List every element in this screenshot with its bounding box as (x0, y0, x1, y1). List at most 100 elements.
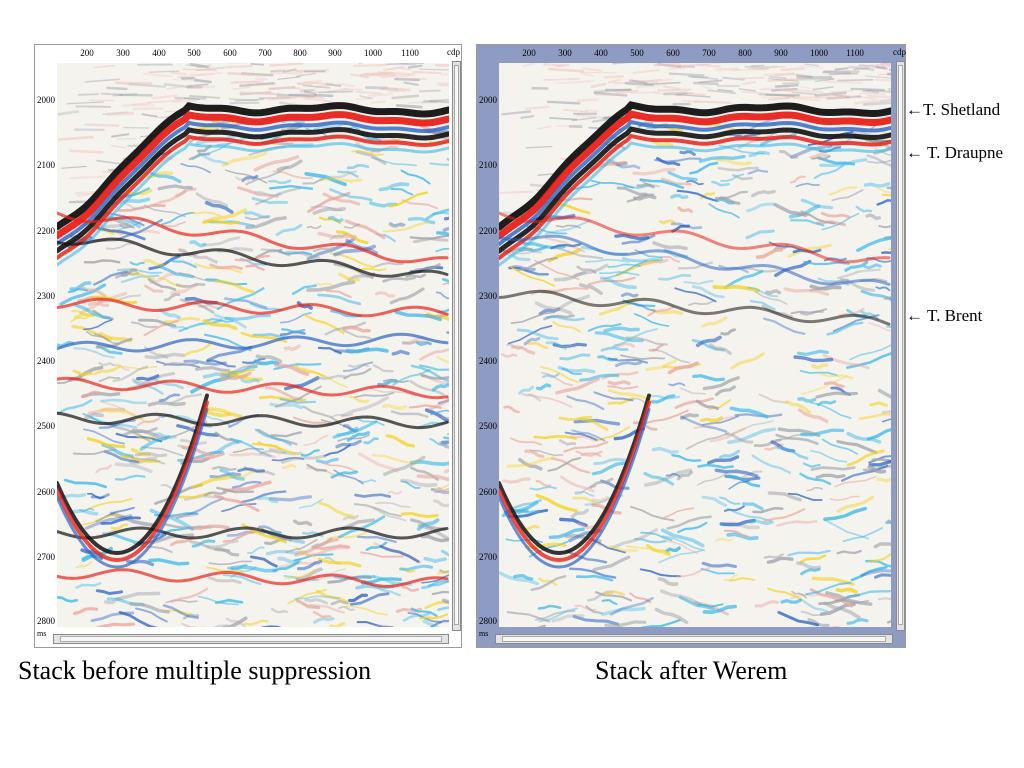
seismic-reflector (271, 456, 305, 462)
seismic-reflector (119, 224, 135, 229)
seismic-reflector (276, 159, 303, 172)
seismic-reflector (665, 472, 681, 478)
seismic-reflector (860, 569, 891, 577)
seismic-reflector (661, 535, 706, 552)
time-axis-before: 2000 2100 2200 2300 2400 2500 2600 2700 … (37, 45, 57, 649)
seismic-reflector (121, 102, 152, 107)
seismic-reflector (815, 95, 846, 99)
seismic-reflector (673, 63, 710, 68)
scrollbar-thumb[interactable] (898, 65, 903, 625)
seismic-reflector (837, 268, 881, 280)
seismic-reflector (688, 300, 714, 306)
seismic-reflector (389, 222, 406, 227)
seismic-reflector (809, 284, 842, 291)
seismic-reflector (499, 133, 891, 261)
horizontal-scrollbar[interactable] (53, 634, 449, 644)
seismic-reflector (400, 512, 439, 519)
seismic-reflector (292, 416, 334, 426)
seismic-reflector (766, 556, 794, 564)
seismic-reflector (433, 487, 449, 494)
seismic-reflector (850, 566, 888, 582)
seismic-reflector (424, 600, 449, 610)
seismic-reflector (700, 85, 713, 90)
scrollbar-thumb[interactable] (60, 636, 442, 642)
seismic-reflector (500, 353, 518, 358)
seismic-reflector (114, 462, 153, 473)
cdp-tick: 500 (630, 48, 644, 58)
seismic-reflector (132, 542, 173, 553)
seismic-reflector (57, 596, 78, 603)
horizontal-scrollbar[interactable] (495, 634, 893, 644)
seismic-reflector (424, 312, 449, 319)
scrollbar-thumb[interactable] (502, 636, 886, 642)
seismic-reflector (302, 84, 331, 89)
seismic-reflector (244, 216, 270, 221)
seismic-reflector (726, 507, 772, 522)
seismic-reflector (379, 545, 420, 563)
seismic-reflector (99, 398, 148, 405)
seismic-reflector (525, 145, 553, 149)
seismic-reflector (315, 589, 350, 605)
seismic-reflector (763, 317, 806, 335)
seismic-reflector (846, 449, 885, 467)
seismic-reflector (631, 80, 659, 83)
seismic-reflector (329, 188, 373, 202)
seismic-reflector (206, 359, 236, 368)
seismic-reflector (521, 63, 536, 68)
seismic-reflector (318, 90, 354, 94)
seismic-reflector (425, 208, 449, 221)
seismic-reflector (159, 308, 181, 320)
seismic-reflector (303, 81, 332, 86)
seismic-reflector (94, 64, 115, 69)
seismic-reflector (349, 395, 370, 403)
seismic-reflector (568, 567, 617, 579)
seismic-reflector (314, 93, 334, 98)
seismic-reflector (879, 98, 891, 103)
seismic-reflector (110, 133, 130, 138)
seismic-reflector (120, 268, 138, 277)
seismic-reflector (189, 540, 231, 552)
vertical-scrollbar[interactable] (452, 61, 461, 631)
seismic-reflector (220, 361, 266, 378)
seismic-reflector (767, 78, 803, 83)
seismic-reflector (370, 388, 417, 397)
time-tick: 2800 (37, 616, 55, 626)
time-tick: 2300 (37, 291, 55, 301)
seismic-reflector (299, 88, 315, 93)
seismic-reflector (112, 93, 138, 97)
seismic-reflector (800, 86, 816, 90)
seismic-reflector (355, 90, 382, 95)
seismic-reflector (402, 612, 431, 622)
seismic-reflector (283, 344, 301, 352)
seismic-reflector (305, 546, 350, 558)
seismic-reflector (614, 342, 636, 348)
seismic-reflector (552, 321, 582, 333)
seismic-reflector (820, 211, 851, 219)
seismic-reflector (697, 463, 734, 469)
seismic-reflector (855, 95, 876, 100)
seismic-reflector (144, 352, 186, 360)
seismic-reflector (513, 574, 534, 581)
seismic-reflector (57, 411, 449, 430)
seismic-reflector (802, 600, 829, 613)
seismic-reflector (633, 194, 657, 201)
seismic-reflector (718, 449, 741, 459)
seismic-reflector (342, 361, 374, 372)
vertical-scrollbar[interactable] (896, 61, 905, 631)
seismic-reflector (677, 521, 708, 534)
seismic-reflector (315, 457, 339, 464)
scrollbar-thumb[interactable] (454, 65, 459, 625)
seismic-reflector (506, 611, 551, 623)
seismic-reflector (198, 152, 229, 166)
time-tick: 2500 (37, 421, 55, 431)
seismic-reflector (846, 351, 891, 369)
seismic-reflector (216, 486, 255, 494)
seismic-reflector (79, 285, 107, 298)
seismic-reflector (224, 297, 268, 310)
seismic-reflector (423, 556, 447, 564)
seismic-reflector (728, 479, 751, 490)
seismic-reflector (860, 289, 891, 301)
seismic-reflector (875, 78, 891, 82)
seismic-reflector (67, 288, 89, 294)
seismic-reflector (612, 63, 630, 65)
